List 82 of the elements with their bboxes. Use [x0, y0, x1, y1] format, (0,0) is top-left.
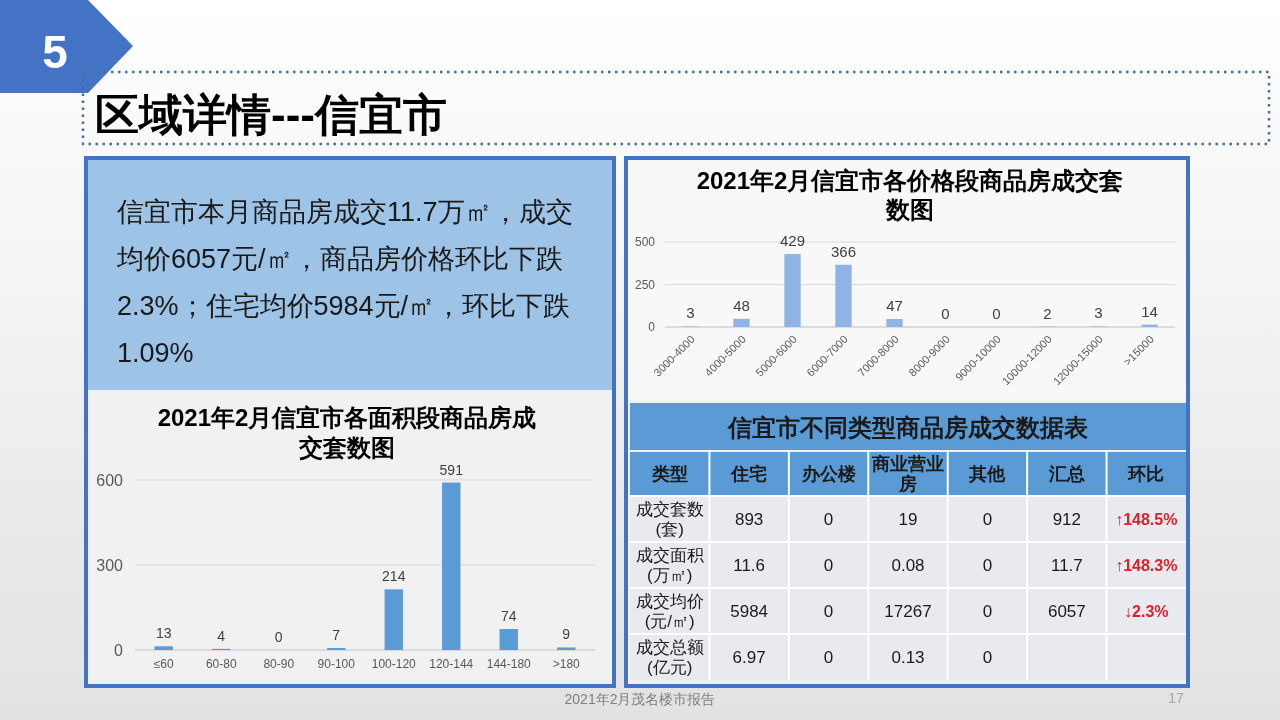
category-label: 成交均价(元/㎡) — [635, 591, 704, 631]
text: 0 — [982, 510, 993, 529]
y-tick-label: 0 — [648, 320, 656, 335]
text: 19 — [898, 510, 918, 529]
text: 11.7 — [1050, 556, 1083, 575]
x-tick-label: 120-144 — [429, 657, 474, 671]
x-tick-label: 100-120 — [371, 657, 417, 671]
x-tick-label: ≤60 — [153, 657, 175, 671]
data-label: 14 — [1141, 302, 1158, 320]
data-label: 3 — [1094, 304, 1103, 322]
data-label: 13 — [155, 625, 172, 642]
category-label: 汇总 — [1047, 464, 1085, 485]
text: 912 — [1052, 510, 1082, 529]
text: 区域详情---信宜市 — [95, 90, 447, 139]
text: ↓2.3% — [1124, 603, 1169, 620]
text: ↑148.3% — [1115, 557, 1178, 574]
text: 0 — [823, 556, 834, 575]
x-tick-label: 80-90 — [263, 657, 295, 671]
text: 0.08 — [891, 556, 925, 575]
data-label: 366 — [830, 242, 857, 260]
text: 11.6 — [733, 556, 766, 575]
text: 2021年2月茂名楼市报告 — [564, 691, 716, 707]
category-label: 成交总额(亿元) — [635, 637, 704, 677]
category-label: 商业营业房 — [871, 454, 944, 495]
text: 0 — [823, 602, 834, 621]
data-label: 0 — [992, 305, 1001, 322]
y-tick-label: 500 — [634, 235, 656, 250]
bar — [733, 318, 750, 327]
data-label: 3 — [686, 304, 695, 322]
text: 893 — [734, 510, 764, 529]
text: 6057 — [1047, 602, 1086, 621]
data-label: 2 — [1043, 304, 1052, 322]
text: 0 — [982, 648, 993, 667]
x-tick-label: 60-80 — [205, 657, 237, 671]
category-label: 其他 — [968, 464, 1007, 485]
category-label: 办公楼 — [800, 464, 857, 485]
bar — [784, 254, 801, 327]
text: 0 — [982, 556, 993, 575]
chart-title: 2021年2月信宜市各面积段商品房成交套数图 — [157, 404, 537, 461]
data-label: 47 — [886, 297, 903, 315]
chart-title: 2021年2月信宜市各价格段商品房成交套数图 — [696, 167, 1124, 223]
bar — [442, 482, 461, 650]
category-label: 环比 — [1127, 464, 1165, 485]
text: 0 — [823, 510, 834, 529]
y-tick-label: 0 — [114, 641, 124, 659]
text: 17267 — [884, 602, 932, 621]
x-tick-label: 144-180 — [486, 657, 532, 671]
text: 类型 — [650, 464, 688, 485]
x-tick-label: 90-100 — [317, 657, 356, 671]
data-label: 0 — [274, 629, 283, 645]
bar — [886, 319, 903, 327]
category-label: 成交面积(万㎡) — [635, 545, 704, 585]
bar — [154, 646, 173, 650]
data-label: 0 — [941, 305, 950, 322]
data-label: 429 — [779, 232, 806, 250]
text: 5 — [42, 26, 68, 78]
bar — [835, 264, 852, 327]
data-label: 7 — [332, 627, 341, 644]
y-tick-label: 250 — [634, 277, 656, 292]
category-label: 成交套数(套) — [635, 499, 704, 539]
y-tick-label: 300 — [96, 556, 124, 574]
bar — [499, 629, 518, 650]
text: 6.97 — [732, 648, 766, 667]
text: 0.13 — [891, 648, 925, 667]
text: 信宜市本月商品房成交11.7万㎡，成交均价6057元/㎡，商品房价格环比下跌2.3%；住宅均价5984元/㎡，环比下跌1.09% — [116, 197, 573, 368]
data-label: 591 — [439, 461, 464, 478]
data-label: 74 — [500, 608, 517, 625]
text: 0 — [982, 602, 993, 621]
text: 17 — [1168, 690, 1184, 706]
bar — [384, 589, 403, 650]
x-tick-label: >180 — [552, 657, 581, 671]
category-label: 住宅 — [730, 464, 768, 485]
data-label: 4 — [217, 627, 226, 644]
y-tick-label: 600 — [96, 471, 124, 489]
text: 信宜市不同类型商品房成交数据表 — [727, 414, 1088, 441]
data-label: 48 — [733, 296, 750, 314]
data-label: 9 — [562, 626, 571, 643]
bar — [557, 647, 576, 650]
text: 5984 — [730, 602, 769, 621]
text: ↑148.5% — [1115, 511, 1178, 528]
text: 0 — [823, 648, 834, 667]
data-label: 214 — [382, 568, 406, 585]
